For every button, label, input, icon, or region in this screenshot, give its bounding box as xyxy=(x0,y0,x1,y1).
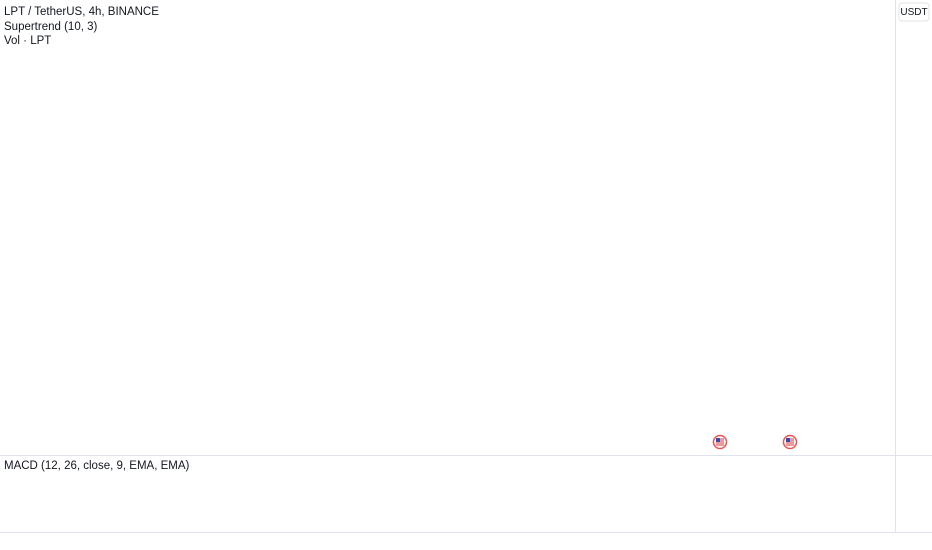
currency-label[interactable]: USDT xyxy=(900,7,927,18)
indicator-legend: Supertrend (10, 3) xyxy=(4,21,98,33)
event-flag-icon xyxy=(786,438,790,442)
currency-button[interactable] xyxy=(898,2,930,22)
chart-title: LPT / TetherUS, 4h, BINANCE xyxy=(4,6,159,18)
event-flags xyxy=(712,434,798,450)
event-flag-icon xyxy=(716,438,720,442)
indicator-legend: Vol · LPT xyxy=(4,35,51,47)
indicator-legend: MACD (12, 26, close, 9, EMA, EMA) xyxy=(4,460,190,472)
